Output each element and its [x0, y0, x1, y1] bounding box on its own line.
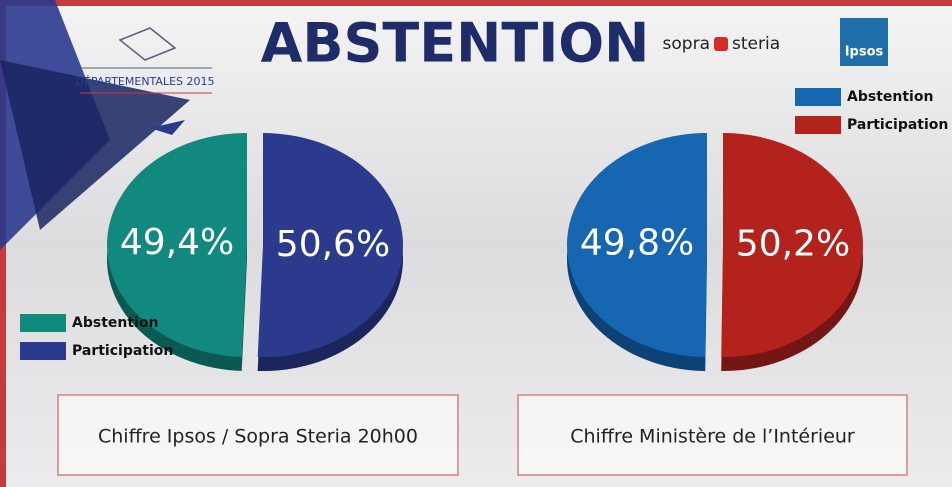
legend-swatch: [795, 116, 841, 134]
caption: Chiffre Ipsos / Sopra Steria 20h00: [98, 426, 418, 448]
legend-label: Participation: [72, 343, 173, 359]
data-label: 49,4%: [120, 222, 234, 263]
brand-text: steria: [732, 34, 780, 54]
brand-icon: [714, 37, 728, 51]
legend-swatch: [20, 342, 66, 360]
page: DÉPARTEMENTALES 2015 ABSTENTION sopra st…: [0, 0, 952, 487]
top-border: [0, 0, 952, 6]
legend-swatch: [20, 314, 66, 332]
data-label: 49,8%: [580, 223, 694, 264]
brand-text: sopra: [663, 34, 710, 54]
page-title: ABSTENTION: [261, 12, 650, 75]
badge-text: DÉPARTEMENTALES 2015: [76, 75, 215, 88]
legend-label: Abstention: [847, 89, 933, 105]
legend-label: Abstention: [72, 315, 158, 331]
legend-swatch: [795, 88, 841, 106]
data-label: 50,2%: [736, 223, 850, 264]
caption: Chiffre Ministère de l’Intérieur: [570, 426, 855, 448]
legend-label: Participation: [847, 117, 948, 133]
brand-text: Ipsos: [845, 45, 884, 60]
data-label: 50,6%: [276, 224, 390, 265]
